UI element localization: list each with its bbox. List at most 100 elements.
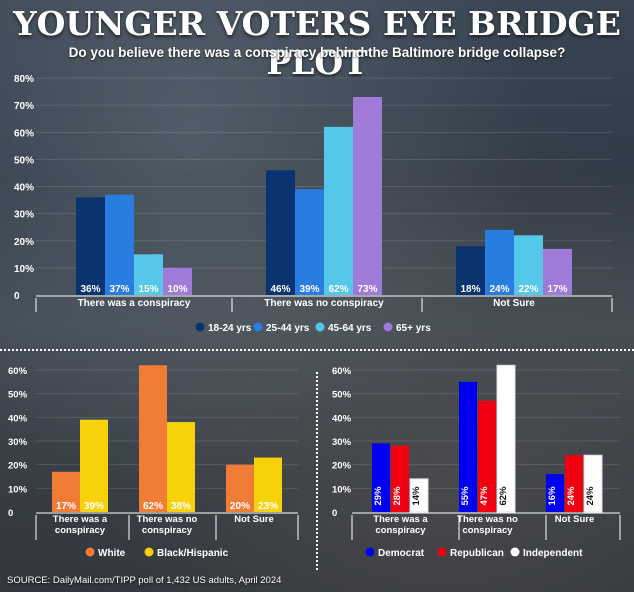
party-data-label: 62% [498,486,509,506]
party-legend-swatch [510,547,520,557]
race-category-label: There was a [53,514,108,525]
age-bar [543,248,572,295]
party-bar [583,454,603,513]
party-category-label: Not Sure [555,514,595,525]
age-legend-label: 45-64 yrs [328,323,372,334]
party-bar [565,455,583,512]
age-legend-label: 18-24 yrs [208,323,252,334]
age-ytick-label: 30% [14,210,34,221]
party-legend-label: Democrat [378,548,425,559]
age-data-label: 17% [547,284,567,295]
age-bar [324,126,353,295]
age-bar [353,96,382,295]
party-data-label: 29% [373,486,384,506]
race-bar [80,419,108,512]
race-bar [52,471,80,512]
party-bar [478,400,496,512]
race-ytick-label: 50% [8,390,28,401]
age-data-label: 15% [138,284,158,295]
race-ytick-label: 40% [8,413,28,424]
section-divider-horizontal [0,349,634,351]
age-legend-label: 65+ yrs [396,323,431,334]
race-ytick-label: 10% [8,484,28,495]
party-bar [409,478,429,513]
party-bar [391,445,409,512]
age-legend-label: 25-44 yrs [266,323,310,334]
party-bar [546,474,564,512]
race-category-label: Not Sure [234,514,274,525]
party-category-label: There was no [457,514,518,525]
race-legend-swatch [85,547,95,557]
party-bar [496,364,516,513]
age-bar [266,170,295,295]
age-data-label: 36% [80,284,100,295]
age-ytick-label: 0 [14,291,20,302]
age-bar [514,235,543,295]
age-bar [134,254,163,295]
page-subtitle: Do you believe there was a conspiracy be… [68,45,566,60]
age-data-label: 37% [109,284,129,295]
party-ytick-label: 0 [332,508,337,519]
party-category-label: conspiracy [375,525,426,536]
age-category-label: There was no conspiracy [264,298,384,309]
race-data-label: 38% [171,501,191,512]
race-bar [254,457,282,512]
age-legend-swatch [253,322,263,332]
age-bar [456,246,485,295]
race-ytick-label: 60% [8,366,28,377]
age-data-label: 18% [460,284,480,295]
race-bar [139,365,167,512]
age-category-label: Not Sure [493,298,535,309]
party-legend-swatch [437,547,447,557]
age-bar [163,267,192,295]
party-ytick-label: 50% [332,390,352,401]
age-ytick-label: 70% [14,101,34,112]
race-category-label: conspiracy [142,525,193,536]
race-category-label: conspiracy [55,525,106,536]
race-ytick-label: 30% [8,437,28,448]
age-ytick-label: 80% [14,74,34,85]
party-ytick-label: 60% [332,366,352,377]
party-ytick-label: 40% [332,413,352,424]
race-data-label: 23% [258,501,278,512]
age-ytick-label: 10% [14,264,34,275]
age-ytick-label: 20% [14,237,34,248]
party-category-label: conspiracy [462,525,513,536]
race-ytick-label: 0 [8,508,13,519]
party-ytick-label: 10% [332,484,352,495]
age-legend-swatch [195,322,205,332]
age-ytick-label: 40% [14,183,34,194]
age-data-label: 10% [167,284,187,295]
age-data-label: 73% [357,284,377,295]
age-data-label: 22% [518,284,538,295]
party-ytick-label: 20% [332,461,352,472]
race-legend-swatch [144,547,154,557]
race-data-label: 17% [56,501,76,512]
age-legend-swatch [315,322,325,332]
race-legend-label: White [98,548,126,559]
age-data-label: 39% [299,284,319,295]
age-data-label: 46% [270,284,290,295]
age-ytick-label: 50% [14,155,34,166]
race-data-label: 20% [230,501,250,512]
age-ytick-label: 60% [14,128,34,139]
party-legend-label: Republican [450,548,504,559]
party-bar [459,381,477,512]
source-note: SOURCE: DailyMail.com/TIPP poll of 1,432… [7,575,282,586]
party-bar [372,443,390,512]
race-bar [226,464,254,512]
party-ytick-label: 30% [332,437,352,448]
section-divider-vertical [316,372,318,570]
age-bar [295,189,324,295]
party-data-label: 24% [566,486,577,506]
race-data-label: 62% [143,501,163,512]
party-data-label: 14% [411,486,422,506]
party-data-label: 47% [479,486,490,506]
page-title: YOUNGER VOTERS EYE BRIDGE PLOT [13,4,621,82]
age-category-label: There was a conspiracy [78,298,191,309]
party-category-label: There was a [373,514,428,525]
race-legend-label: Black/Hispanic [157,548,229,559]
party-data-label: 55% [460,486,471,506]
age-data-label: 24% [489,284,509,295]
